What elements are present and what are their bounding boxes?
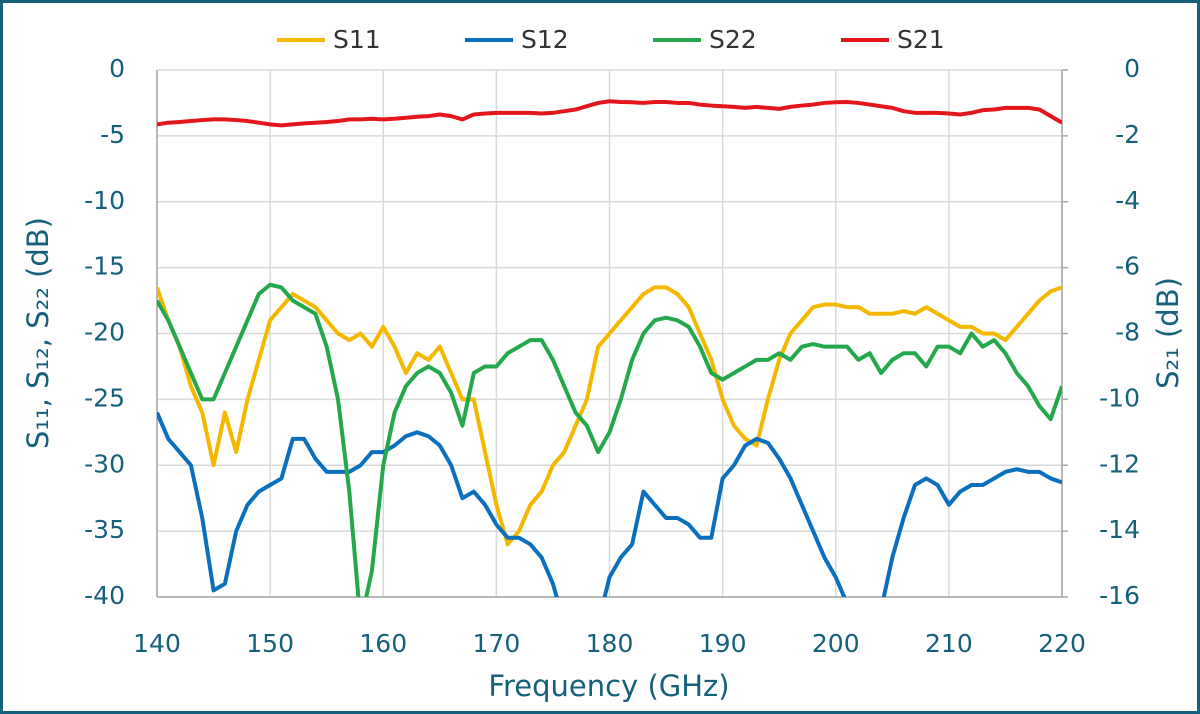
legend-label: S21 (897, 25, 945, 54)
x-tick-label: 140 (133, 629, 181, 658)
series-line (157, 411, 1062, 597)
x-tick-label: 150 (246, 629, 294, 658)
y-tick-label: 0 (109, 54, 125, 83)
y2-tick-label: -8 (1115, 318, 1140, 347)
legend-label: S22 (709, 25, 757, 54)
y2-tick-label: -12 (1099, 449, 1140, 478)
plot-area (157, 99, 1062, 597)
y-tick-label: -40 (84, 581, 125, 610)
series-line (157, 282, 1062, 597)
x-tick-label: 180 (586, 629, 634, 658)
x-tick-label: 190 (699, 629, 747, 658)
y2-tick-label: 0 (1124, 54, 1140, 83)
y2-tick-label: -16 (1099, 581, 1140, 610)
series-line (157, 285, 1062, 547)
y-tick-label: -20 (84, 318, 125, 347)
x-tick-label: 160 (359, 629, 407, 658)
grid (156, 69, 1068, 598)
legend-label: S12 (521, 25, 569, 54)
x-tick-label: 200 (812, 629, 860, 658)
y2-axis-title: S₂₁ (dB) (1151, 277, 1185, 389)
y2-tick-label: -14 (1099, 515, 1140, 544)
x-tick-label: 220 (1038, 629, 1086, 658)
x-tick-label: 170 (473, 629, 521, 658)
y-tick-label: -15 (84, 252, 125, 281)
y-tick-label: -25 (84, 383, 125, 412)
y2-tick-label: -10 (1099, 383, 1140, 412)
legend-label: S11 (333, 25, 381, 54)
series-line (157, 99, 1062, 128)
y-tick-label: -5 (100, 120, 125, 149)
x-axis-title: Frequency (GHz) (488, 669, 729, 703)
y-tick-label: -10 (84, 186, 125, 215)
y-tick-label: -35 (84, 515, 125, 544)
x-tick-label: 210 (925, 629, 973, 658)
y-tick-label: -30 (84, 449, 125, 478)
y-axis-title: S₁₁, S₁₂, S₂₂ (dB) (21, 217, 55, 449)
y2-tick-label: -6 (1115, 252, 1140, 281)
y2-tick-label: -2 (1115, 120, 1140, 149)
y2-tick-label: -4 (1115, 186, 1140, 215)
